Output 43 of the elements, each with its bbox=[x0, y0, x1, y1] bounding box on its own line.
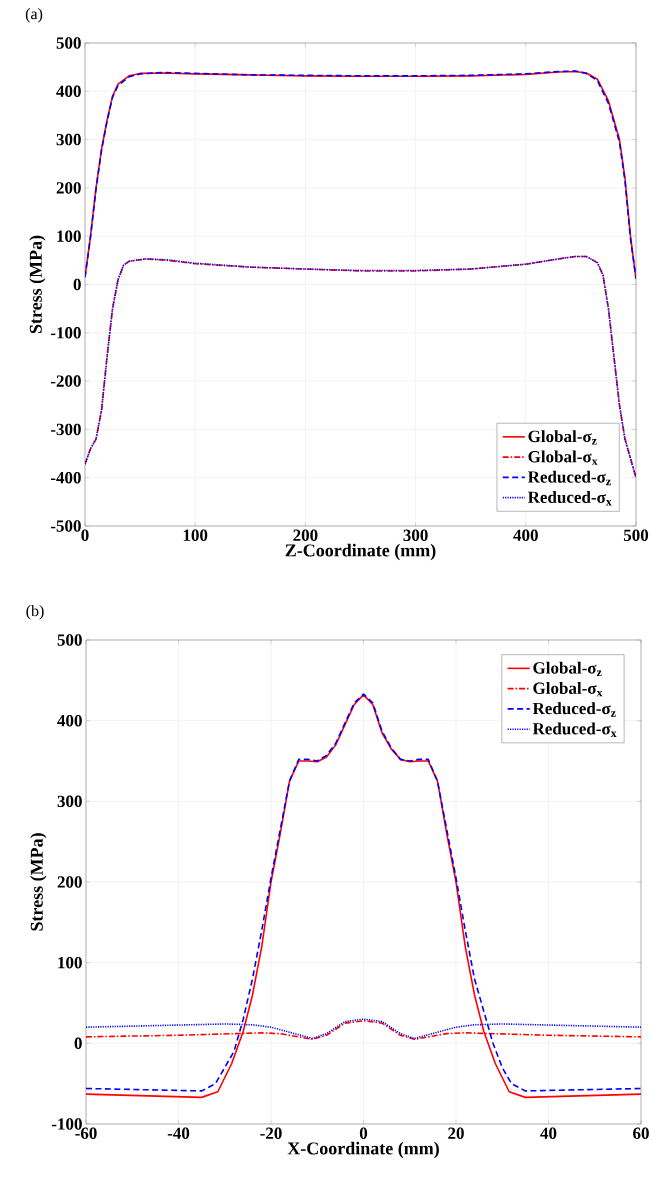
chart-title: (b) bbox=[26, 604, 44, 620]
legend-label: Reduced-σ$_{x}$ bbox=[532, 722, 617, 737]
line-series bbox=[85, 70, 637, 280]
legend-label: Reduced-σ$_{z}$ bbox=[528, 470, 611, 486]
legend-label: Reduced-σ$_{x}$ bbox=[528, 491, 612, 506]
y-tick-label: 100 bbox=[58, 956, 82, 969]
y-tick-label: -200 bbox=[51, 375, 81, 387]
y-tick-label: -100 bbox=[51, 327, 81, 339]
x-tick-label: 200 bbox=[293, 529, 318, 541]
x-tick-label: 60 bbox=[633, 1127, 649, 1139]
y-tick-label: 400 bbox=[56, 85, 81, 98]
y-tick-label: 100 bbox=[57, 230, 81, 242]
legend-label: Global-σ$_{z}$ bbox=[528, 430, 597, 445]
x-tick-label: 300 bbox=[403, 529, 428, 541]
y-axis-title: Stress (MPa) bbox=[29, 235, 46, 334]
legend-label: Global-σ$_{x}$ bbox=[528, 450, 598, 465]
y-tick-label: 0 bbox=[74, 1037, 82, 1050]
x-tick-label: 40 bbox=[540, 1127, 557, 1139]
y-tick-label: 200 bbox=[56, 182, 81, 194]
x-tick-label: -20 bbox=[260, 1127, 282, 1139]
y-tick-label: -400 bbox=[51, 471, 81, 484]
legend-label: Global-σ$_{x}$ bbox=[533, 681, 603, 697]
y-tick-label: -500 bbox=[51, 520, 81, 532]
y-tick-label: 200 bbox=[57, 876, 82, 888]
y-tick-label: 300 bbox=[56, 133, 81, 146]
y-tick-label: -300 bbox=[51, 423, 81, 436]
chart-title: (a) bbox=[25, 8, 43, 23]
x-axis-title: X-Coordinate (mm) bbox=[287, 1141, 440, 1159]
y-tick-label: 400 bbox=[57, 714, 82, 727]
y-tick-label: 500 bbox=[56, 37, 81, 49]
y-tick-label: 300 bbox=[57, 795, 82, 808]
y-axis-title: Stress (MPa) bbox=[30, 833, 47, 931]
x-tick-label: 400 bbox=[513, 529, 538, 541]
x-tick-label: 500 bbox=[624, 529, 649, 541]
y-tick-label: 0 bbox=[73, 278, 81, 291]
x-tick-label: 20 bbox=[448, 1127, 464, 1139]
x-tick-label: 100 bbox=[183, 529, 208, 541]
x-tick-label: -40 bbox=[167, 1127, 190, 1139]
legend-label: Global-σ$_{z}$ bbox=[533, 661, 602, 677]
x-axis-title: Z-Coordinate (mm) bbox=[285, 543, 436, 561]
x-tick-label: 0 bbox=[359, 1127, 368, 1139]
legend-label: Reduced-σ$_{z}$ bbox=[532, 702, 616, 717]
y-tick-label: 500 bbox=[57, 634, 82, 646]
